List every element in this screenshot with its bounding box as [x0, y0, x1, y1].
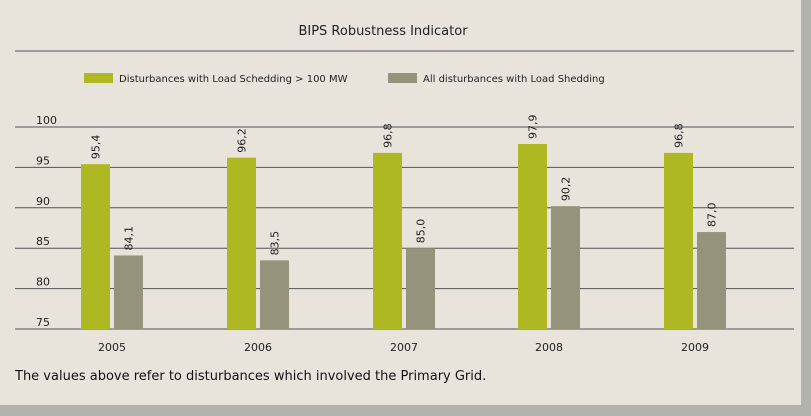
bar-2009-series-2 [697, 232, 726, 329]
value-label-2009-series-2: 87,0 [706, 203, 719, 228]
x-tick-label-2007: 2007 [390, 341, 418, 354]
chart-svg: BIPS Robustness Indicator Disturbances w… [15, 24, 794, 354]
value-label-2006-series-2: 83,5 [269, 231, 282, 256]
y-tick-label-100: 100 [36, 114, 57, 127]
legend-label-1: Disturbances with Load Schedding > 100 M… [119, 74, 348, 85]
y-tick-label-90: 90 [36, 195, 50, 208]
bars [81, 143, 726, 329]
bar-2008-series-2 [551, 206, 580, 329]
value-label-2009-series-1: 96,8 [673, 123, 686, 148]
value-label-2008-series-2: 90,2 [560, 177, 573, 202]
bar-2006-series-1 [227, 157, 256, 329]
bar-2007-series-2 [406, 248, 435, 329]
x-tick-label-2009: 2009 [681, 341, 709, 354]
grid-lines [15, 126, 794, 330]
value-label-2008-series-1: 97,9 [527, 114, 540, 139]
chart-panel: BIPS Robustness Indicator Disturbances w… [0, 0, 801, 405]
value-label-2005-series-2: 84,1 [123, 226, 136, 251]
value-labels: 95,4 84,1 96,2 83,5 96,8 85,0 97,9 90,2 96,8 87,0 [90, 114, 719, 255]
y-tick-label-75: 75 [36, 316, 50, 329]
legend-swatch-2 [388, 73, 417, 83]
x-tick-label-2005: 2005 [98, 341, 126, 354]
x-tick-label-2006: 2006 [244, 341, 272, 354]
value-label-2006-series-1: 96,2 [236, 128, 249, 153]
bar-2005-series-1 [81, 164, 110, 329]
y-tick-label-85: 85 [36, 235, 50, 248]
chart-title: BIPS Robustness Indicator [298, 24, 468, 39]
y-tick-label-95: 95 [36, 154, 50, 167]
y-axis-ticks: 100 95 90 85 80 75 [36, 114, 57, 329]
x-axis-ticks: 2005 2006 2007 2008 2009 [98, 341, 709, 354]
value-label-2007-series-1: 96,8 [382, 123, 395, 148]
value-label-2005-series-1: 95,4 [90, 135, 103, 160]
x-tick-label-2008: 2008 [535, 341, 563, 354]
legend-swatch-1 [84, 73, 113, 83]
bar-2006-series-2 [260, 260, 289, 329]
bar-2009-series-1 [664, 152, 693, 329]
footnote: The values above refer to disturbances w… [15, 369, 487, 384]
legend: Disturbances with Load Schedding > 100 M… [84, 73, 605, 85]
value-label-2007-series-2: 85,0 [415, 219, 428, 244]
bar-2007-series-1 [373, 152, 402, 329]
bar-2005-series-2 [114, 255, 143, 329]
y-tick-label-80: 80 [36, 276, 50, 289]
legend-label-2: All disturbances with Load Shedding [423, 74, 605, 85]
bar-2008-series-1 [518, 143, 547, 329]
